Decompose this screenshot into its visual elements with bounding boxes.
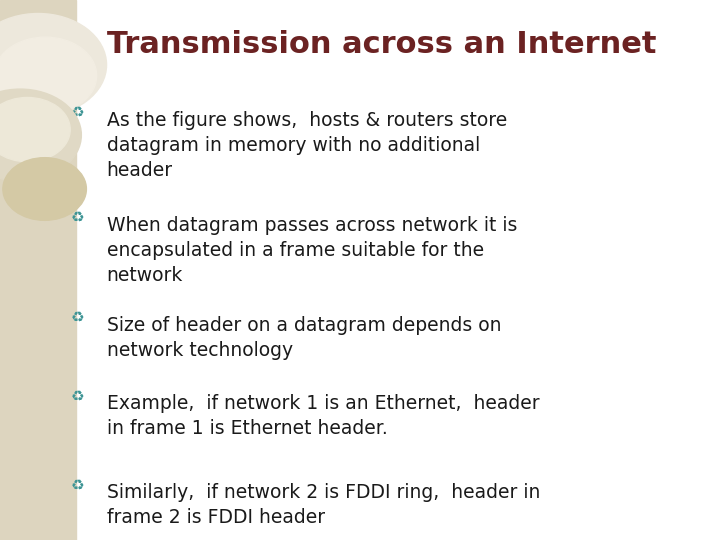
Text: ♻: ♻: [71, 478, 84, 493]
Text: ♻: ♻: [71, 389, 84, 404]
Text: Example,  if network 1 is an Ethernet,  header
in frame 1 is Ethernet header.: Example, if network 1 is an Ethernet, he…: [107, 394, 539, 438]
Text: ♻: ♻: [71, 105, 84, 120]
Text: Similarly,  if network 2 is FDDI ring,  header in
frame 2 is FDDI header: Similarly, if network 2 is FDDI ring, he…: [107, 483, 540, 527]
Circle shape: [0, 97, 70, 162]
Text: As the figure shows,  hosts & routers store
datagram in memory with no additiona: As the figure shows, hosts & routers sto…: [107, 111, 507, 180]
Text: ♻: ♻: [71, 211, 84, 226]
Circle shape: [3, 158, 86, 220]
Text: Transmission across an Internet: Transmission across an Internet: [107, 30, 656, 59]
Text: When datagram passes across network it is
encapsulated in a frame suitable for t: When datagram passes across network it i…: [107, 216, 517, 285]
Circle shape: [0, 37, 96, 114]
Text: ♻: ♻: [71, 310, 84, 326]
Circle shape: [0, 14, 107, 116]
Bar: [0, 0, 76, 540]
Text: Size of header on a datagram depends on
network technology: Size of header on a datagram depends on …: [107, 316, 501, 360]
Circle shape: [0, 89, 81, 181]
